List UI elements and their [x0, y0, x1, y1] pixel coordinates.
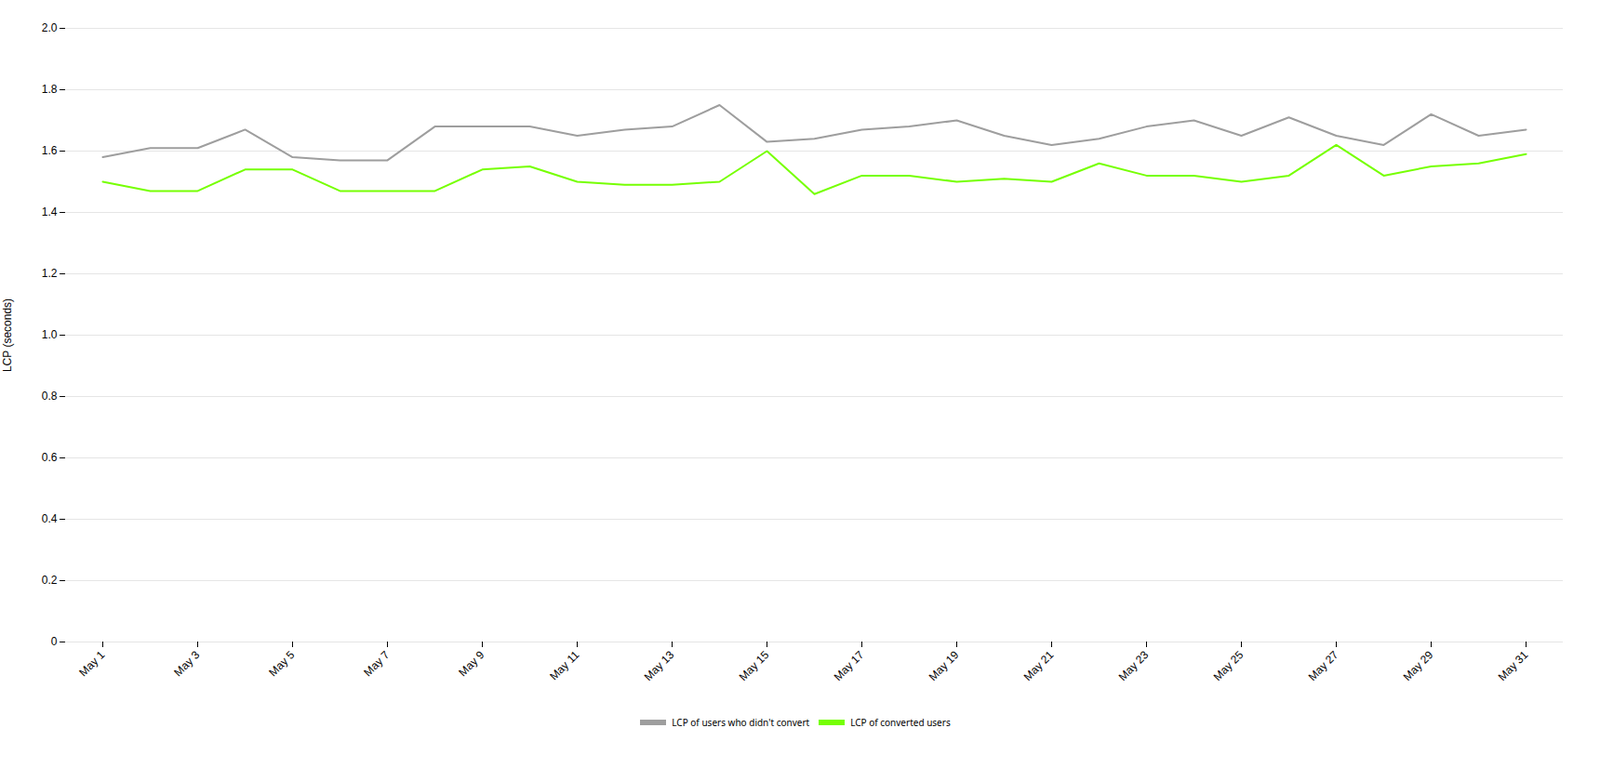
svg-text:1.8: 1.8: [41, 82, 58, 96]
svg-text:May 15: May 15: [736, 648, 773, 684]
svg-text:2.0: 2.0: [41, 21, 58, 35]
svg-text:0.2: 0.2: [41, 573, 58, 587]
svg-text:1.6: 1.6: [41, 144, 58, 158]
svg-text:1.4: 1.4: [41, 205, 58, 219]
svg-text:May 19: May 19: [926, 648, 962, 684]
svg-text:May 7: May 7: [360, 648, 392, 680]
svg-text:May 9: May 9: [455, 648, 487, 680]
svg-text:May 27: May 27: [1306, 648, 1342, 684]
svg-text:May 21: May 21: [1021, 648, 1057, 684]
html-text:LCP of users who didn't conver: LCP of users who didn't convert: [671, 715, 810, 729]
svg-text:0: 0: [51, 635, 58, 649]
svg-text:0.4: 0.4: [41, 512, 58, 526]
svg-text:May 23: May 23: [1116, 648, 1152, 684]
html-text:LCP of converted users: LCP of converted users: [850, 715, 951, 729]
svg-text:May 31: May 31: [1495, 648, 1532, 684]
svg-text:May 13: May 13: [641, 648, 678, 684]
svg-text:May 1: May 1: [76, 648, 107, 680]
svg-text:May 3: May 3: [171, 648, 202, 680]
svg-text:1.0: 1.0: [41, 328, 58, 342]
svg-text:May 5: May 5: [266, 648, 297, 680]
svg-text:1.2: 1.2: [41, 266, 58, 280]
svg-text:0.6: 0.6: [41, 451, 58, 465]
svg-text:May 17: May 17: [831, 648, 867, 684]
svg-text:LCP (seconds): LCP (seconds): [0, 298, 14, 373]
svg-text:May 25: May 25: [1211, 648, 1247, 684]
svg-text:May 29: May 29: [1400, 648, 1437, 684]
svg-text:May 11: May 11: [546, 648, 582, 683]
svg-text:0.8: 0.8: [41, 389, 58, 403]
